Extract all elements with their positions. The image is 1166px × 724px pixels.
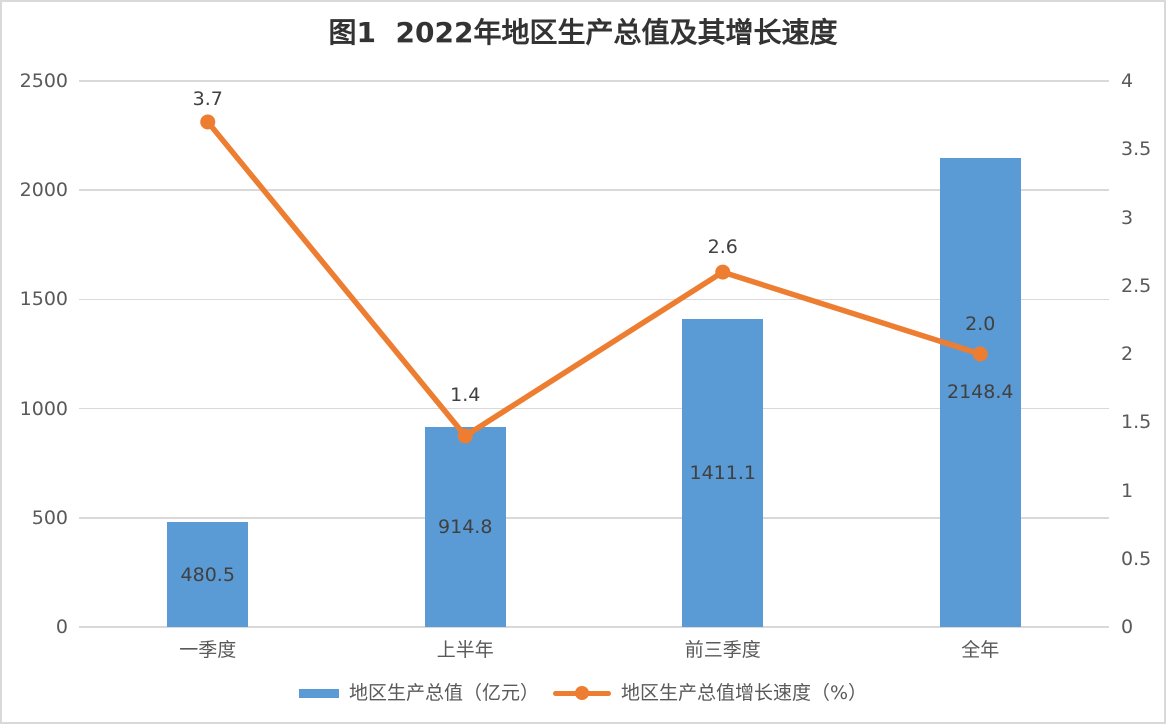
gridline xyxy=(79,80,1109,82)
chart-title: 图1 2022年地区生产总值及其增长速度 xyxy=(328,16,838,49)
legend-item-growth: 地区生产总值增长速度（%） xyxy=(552,680,868,706)
legend-label-gdp: 地区生产总值（亿元） xyxy=(348,682,539,704)
left-axis-tick: 2500 xyxy=(19,70,68,92)
line-point-marker xyxy=(715,264,731,280)
gridline xyxy=(79,298,1109,301)
left-axis-tick: 1000 xyxy=(19,397,68,420)
right-axis-tick: 3.5 xyxy=(1121,138,1152,161)
gridline xyxy=(79,189,1109,191)
right-axis-tick: 2 xyxy=(1121,343,1134,365)
category-label: 前三季度 xyxy=(684,639,761,661)
line-point-marker xyxy=(457,428,473,444)
left-axis-tick: 0 xyxy=(55,616,68,638)
legend-item-gdp: 地区生产总值（亿元） xyxy=(298,680,539,706)
line-point-marker xyxy=(200,114,216,130)
bar-value-label: 914.8 xyxy=(438,516,493,539)
category-label: 一季度 xyxy=(179,639,237,661)
legend-label-growth: 地区生产总值增长速度（%） xyxy=(620,682,868,704)
bar-value-label: 480.5 xyxy=(180,563,235,586)
right-axis-tick: 4 xyxy=(1121,70,1134,92)
right-axis-tick: 2.5 xyxy=(1121,274,1152,297)
bar xyxy=(682,318,764,627)
right-axis-tick: 3 xyxy=(1121,206,1134,229)
bar-series-swatch-icon xyxy=(298,688,339,698)
line-point-label: 2.0 xyxy=(965,313,996,335)
line-series-swatch-icon xyxy=(552,686,611,700)
right-axis-tick: 1.5 xyxy=(1121,411,1152,434)
bar xyxy=(424,427,506,627)
bar-value-label: 2148.4 xyxy=(947,381,1014,404)
line-point-label: 3.7 xyxy=(192,87,223,110)
line-point-marker xyxy=(972,346,988,362)
left-axis-tick: 1500 xyxy=(19,288,68,311)
bar xyxy=(167,522,249,627)
gridline xyxy=(79,626,1109,628)
line-series-dot-icon xyxy=(574,686,589,700)
growth-line xyxy=(205,119,983,439)
right-axis-tick: 1 xyxy=(1121,479,1134,502)
category-label: 全年 xyxy=(961,639,1000,661)
legend: 地区生产总值（亿元） 地区生产总值增长速度（%） xyxy=(2,680,1164,706)
line-point-label: 1.4 xyxy=(450,383,481,406)
right-axis-tick: 0 xyxy=(1121,616,1134,638)
gridline xyxy=(79,517,1109,519)
left-axis-tick: 500 xyxy=(31,506,68,529)
bar-value-label: 1411.1 xyxy=(689,461,756,484)
gridline xyxy=(79,407,1109,410)
category-label: 上半年 xyxy=(436,639,494,661)
bar xyxy=(939,157,1021,627)
right-axis-tick: 0.5 xyxy=(1121,547,1152,570)
left-axis-tick: 2000 xyxy=(19,179,68,202)
line-point-label: 2.6 xyxy=(707,236,738,259)
